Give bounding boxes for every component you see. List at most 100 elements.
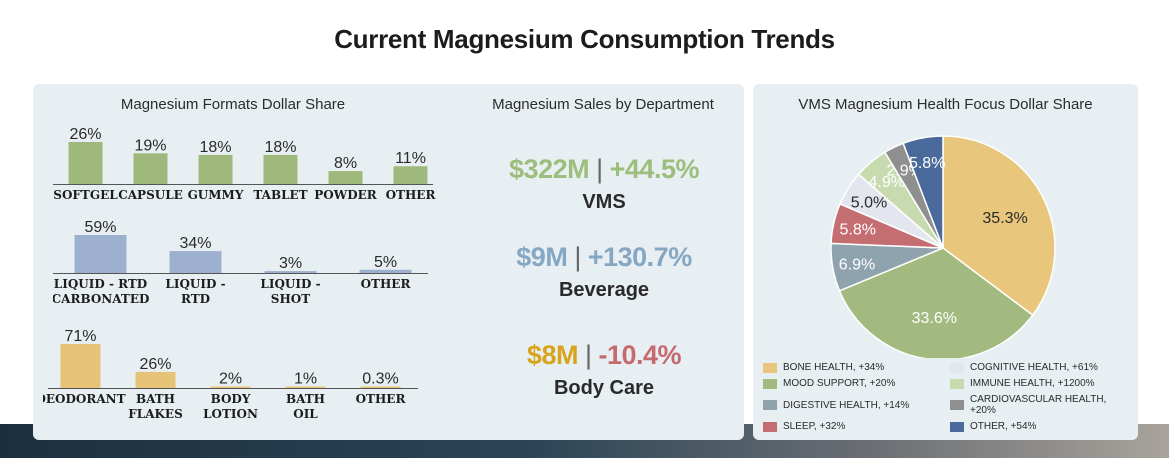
legend-swatch bbox=[763, 421, 777, 432]
bar-other bbox=[393, 166, 428, 184]
bar-liquid-shot bbox=[264, 271, 317, 273]
bar-category-label: LOTION bbox=[203, 407, 258, 421]
bar-data-label: 34% bbox=[179, 235, 211, 252]
department-chart-title: Magnesium Sales by Department bbox=[492, 96, 714, 113]
bar-category-label: CARBONATED bbox=[53, 292, 149, 306]
kpi-beverage-figure: $9M | +130.7% bbox=[459, 242, 749, 273]
legend-label: BONE HEALTH, +34% bbox=[783, 362, 885, 373]
legend-item-immune-health: IMMUNE HEALTH, +1200% bbox=[950, 378, 1133, 389]
kpi-beverage-value: $9M bbox=[516, 242, 568, 272]
bar-category-label: BODY bbox=[211, 392, 251, 406]
legend-item-bone-health: BONE HEALTH, +34% bbox=[763, 362, 950, 373]
bar-data-label: 18% bbox=[199, 139, 231, 156]
bar-data-label: 0.3% bbox=[362, 371, 398, 388]
legend-label: IMMUNE HEALTH, +1200% bbox=[970, 378, 1095, 389]
legend-label: SLEEP, +32% bbox=[783, 421, 846, 432]
kpi-vms-change: +44.5% bbox=[609, 154, 700, 184]
bodycare-formats-bar-chart: 71%DEODORANT26%BATHFLAKES2%BODYLOTION1%B… bbox=[43, 328, 418, 421]
legend-swatch bbox=[763, 400, 777, 410]
left-panel: Magnesium Formats Dollar Share 26% SOFTGE… bbox=[33, 84, 744, 440]
bar-bath-oil bbox=[285, 386, 326, 388]
pie-slice-bone-health bbox=[942, 135, 1056, 317]
legend-swatch bbox=[950, 378, 964, 389]
bar-data-label: 59% bbox=[84, 219, 116, 236]
legend-swatch bbox=[950, 362, 964, 373]
bar-data-label: 8% bbox=[334, 155, 357, 172]
right-panel: VMS Magnesium Health Focus Dollar Share … bbox=[753, 84, 1138, 440]
legend-item-other: OTHER, +54% bbox=[950, 421, 1133, 432]
legend-label: OTHER, +54% bbox=[970, 421, 1037, 432]
kpi-beverage-label: Beverage bbox=[558, 279, 650, 301]
bar-category-label: FLAKES bbox=[128, 407, 183, 421]
kpi-vms-value: $322M bbox=[509, 154, 590, 184]
bar-category-label: OTHER bbox=[386, 188, 437, 202]
bar-deodorant bbox=[60, 344, 101, 388]
kpi-beverage: $9M | +130.7% Beverage bbox=[459, 242, 749, 302]
bar-category-label: SHOT bbox=[271, 292, 310, 306]
bar-data-label: 26% bbox=[69, 126, 101, 143]
bar-category-label: DEODORANT bbox=[43, 392, 126, 406]
pie-slice-mood-support bbox=[838, 247, 1034, 358]
legend-swatch bbox=[763, 362, 777, 373]
page-title: Current Magnesium Consumption Trends bbox=[334, 24, 835, 54]
health-chart-title: VMS Magnesium Health Focus Dollar Share bbox=[798, 96, 1093, 113]
kpi-vms-figure: $322M | +44.5% bbox=[459, 154, 749, 185]
kpi-vms-label: VMS bbox=[582, 191, 626, 213]
formats-chart-title: Magnesium Formats Dollar Share bbox=[120, 96, 346, 113]
kpi-bodycare-change: -10.4% bbox=[598, 340, 682, 370]
bar-category-label: BATH bbox=[136, 392, 175, 406]
kpi-bodycare-label: Body Care bbox=[553, 377, 655, 399]
bar-softgel bbox=[68, 142, 103, 184]
bar-other bbox=[359, 269, 412, 273]
bar-liquid-rtd bbox=[169, 251, 222, 273]
bar-tablet bbox=[263, 154, 298, 184]
pie-slice-label: 5.8% bbox=[840, 222, 876, 239]
bar-category-label: TABLET bbox=[253, 188, 307, 202]
legend-swatch bbox=[950, 421, 964, 432]
bar-data-label: 18% bbox=[264, 139, 296, 156]
pie-slice-label: 6.9% bbox=[839, 256, 875, 273]
bar-data-label: 1% bbox=[294, 371, 317, 388]
bar-body-lotion bbox=[210, 386, 251, 388]
bar-category-label: LIQUID - RTD bbox=[54, 277, 147, 291]
kpi-vms: $322M | +44.5% VMS bbox=[459, 154, 749, 214]
kpi-separator: | bbox=[584, 340, 592, 370]
pie-slice-label: 5.0% bbox=[851, 195, 887, 212]
legend-item-sleep: SLEEP, +32% bbox=[763, 421, 950, 432]
bar-category-label: RTD bbox=[181, 292, 210, 306]
legend-label: DIGESTIVE HEALTH, +14% bbox=[783, 399, 910, 411]
bar-category-label: POWDER bbox=[314, 188, 378, 202]
bar-gummy bbox=[198, 154, 233, 184]
bar-category-label: GUMMY bbox=[188, 188, 244, 202]
bar-capsule bbox=[133, 153, 168, 184]
bar-category-label: CAPSULE bbox=[118, 188, 183, 202]
bar-data-label: 2% bbox=[219, 371, 242, 388]
kpi-separator: | bbox=[596, 154, 603, 184]
bar-other bbox=[360, 386, 401, 388]
bar-powder bbox=[328, 171, 363, 184]
bar-data-label: 11% bbox=[395, 150, 426, 167]
legend-item-digestive-health: DIGESTIVE HEALTH, +14% bbox=[763, 394, 950, 416]
bar-category-label: OTHER bbox=[356, 392, 407, 406]
legend-item-mood-support: MOOD SUPPORT, +20% bbox=[763, 378, 950, 389]
bar-category-label: SOFTGEL bbox=[53, 188, 118, 202]
pie-slice-label: 5.8% bbox=[909, 155, 945, 172]
legend-label: COGNITIVE HEALTH, +61% bbox=[970, 362, 1098, 373]
legend-item-cardiovascular-health: CARDIOVASCULAR HEALTH, +20% bbox=[950, 394, 1133, 416]
bar-category-label: OIL bbox=[293, 407, 318, 421]
bar-data-label: 3% bbox=[279, 255, 302, 272]
bar-liquid-rtd-carbonated bbox=[74, 235, 127, 273]
bar-data-label: 71% bbox=[64, 328, 96, 345]
kpi-beverage-change: +130.7% bbox=[587, 242, 692, 272]
bar-category-label: LIQUID - bbox=[165, 277, 225, 291]
legend-label: CARDIOVASCULAR HEALTH, +20% bbox=[970, 394, 1107, 416]
bar-data-label: 19% bbox=[134, 137, 166, 154]
bar-data-label: 26% bbox=[139, 356, 171, 373]
kpi-bodycare-value: $8M bbox=[526, 340, 579, 370]
legend-swatch bbox=[763, 378, 777, 389]
legend-label: MOOD SUPPORT, +20% bbox=[783, 378, 896, 389]
kpi-separator: | bbox=[574, 242, 581, 272]
pie-slice-label: 4.9% bbox=[869, 174, 905, 191]
pie-slice-label: 35.3% bbox=[982, 210, 1027, 227]
